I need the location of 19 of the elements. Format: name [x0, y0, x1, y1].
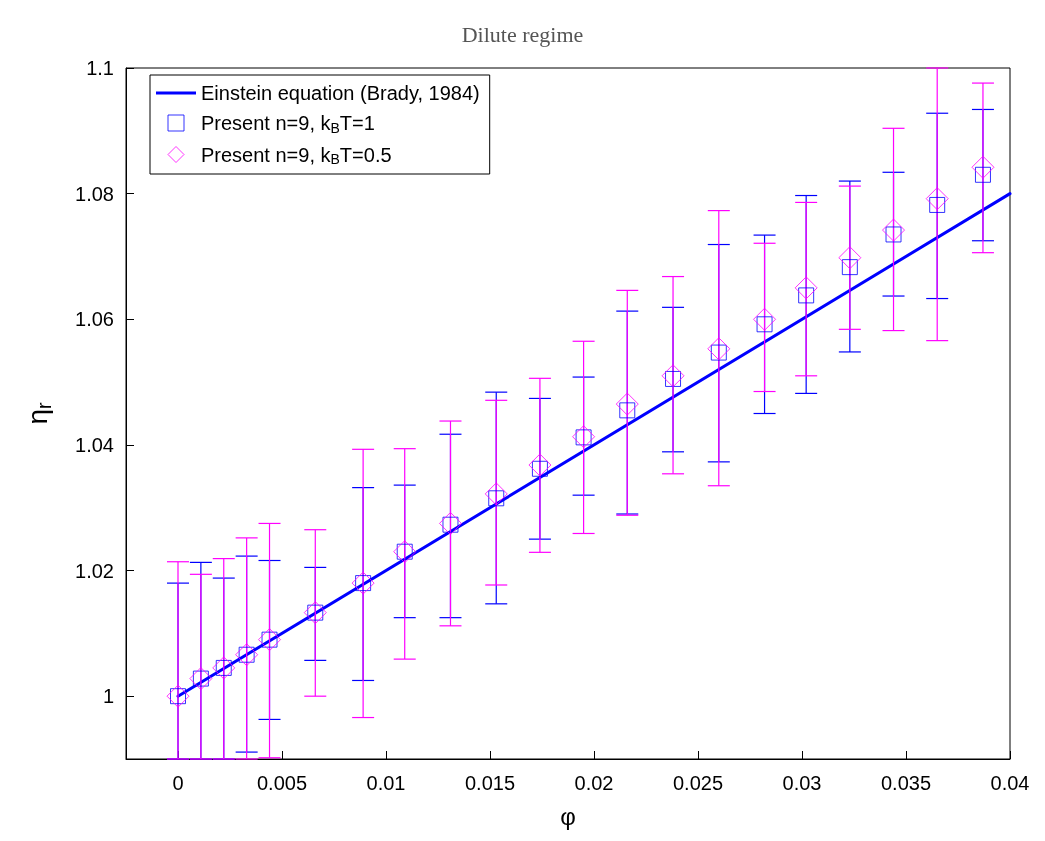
y-tick-label: 1.1	[86, 57, 114, 79]
x-tick-label: 0.015	[464, 772, 516, 794]
y-tick-label: 1.04	[75, 433, 114, 456]
y-tick-label: 1.02	[75, 559, 114, 582]
legend-label: Einstein equation (Brady, 1984)	[201, 82, 480, 104]
y-tick-label: 1	[102, 685, 114, 708]
x-tick-label: 0.04	[990, 772, 1030, 794]
x-tick-label: 0.005	[256, 772, 308, 794]
x-tick-label: 0.01	[366, 772, 406, 794]
x-tick-label: 0	[172, 772, 184, 794]
chart-title: Dilute regime	[461, 21, 584, 47]
x-axis-title: φ	[560, 802, 576, 830]
y-tick-label: 1.06	[75, 308, 114, 331]
x-tick-label: 0.02	[574, 772, 614, 794]
x-tick-label: 0.035	[880, 772, 932, 794]
y-axis-title: ηr	[22, 401, 55, 425]
x-tick-label: 0.03	[782, 772, 822, 794]
x-tick-label: 0.025	[672, 772, 724, 794]
y-tick-label: 1.08	[75, 182, 114, 205]
